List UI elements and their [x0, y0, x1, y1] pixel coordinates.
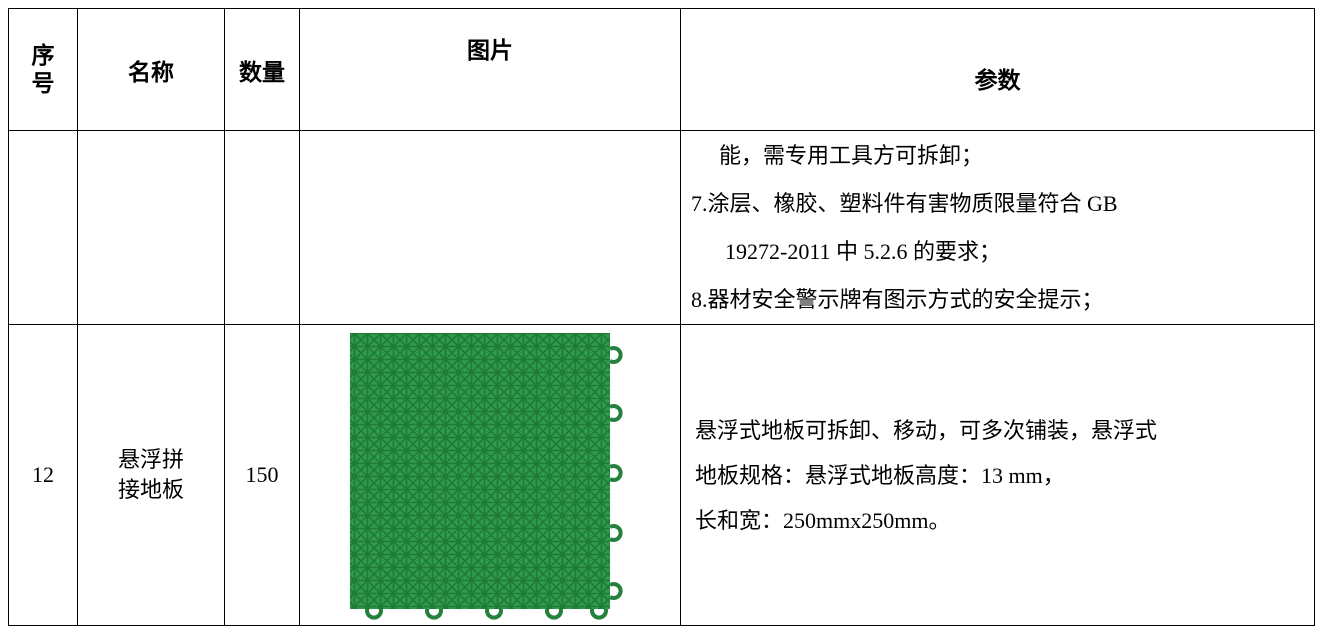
header-text: 参数 — [974, 67, 1021, 94]
params-cell: 悬浮式地板可拆卸、移动，可多次铺装，悬浮式 地板规格：悬浮式地板高度：13 mm… — [680, 324, 1315, 626]
param-line: 7.涂层、橡胶、塑料件有害物质限量符合 GB — [691, 190, 1118, 216]
param-line: 能，需专用工具方可拆卸； — [719, 142, 984, 168]
spec-table: 序号 名称 数量 图片 参数 能，需专用工具方可拆卸； 7.涂层、橡胶、塑料件有… — [8, 8, 1315, 626]
header-row: 序号 名称 数量 图片 参数 — [8, 8, 1315, 131]
floor-tile-image — [350, 332, 623, 620]
param-line: 悬浮式地板可拆卸、移动，可多次铺装，悬浮式 — [695, 417, 1158, 443]
header-text: 数量 — [239, 59, 285, 86]
header-text: 序号 — [31, 42, 55, 97]
row-number: 12 — [32, 462, 54, 487]
param-line: 19272-2011 中 5.2.6 的要求； — [725, 238, 1002, 264]
image-cell — [299, 324, 681, 626]
quantity: 150 — [245, 462, 279, 487]
cell — [77, 130, 225, 325]
item-name: 悬浮拼接地板 — [117, 447, 184, 502]
header-cell: 序号 — [8, 8, 78, 131]
cell — [224, 130, 300, 325]
header-text: 图片 — [467, 38, 513, 64]
cell: 12 — [8, 324, 78, 626]
row: 能，需专用工具方可拆卸； 7.涂层、橡胶、塑料件有害物质限量符合 GB 1927… — [8, 130, 1315, 325]
header-cell: 数量 — [224, 8, 300, 131]
param-line: 长和宽：250mmx250mm。 — [695, 507, 951, 533]
cell — [8, 130, 78, 325]
cell — [299, 130, 681, 325]
param-line: 地板规格：悬浮式地板高度：13 mm， — [695, 462, 1065, 488]
cell: 150 — [224, 324, 300, 626]
row: 12 悬浮拼接地板 150 悬浮式地板可拆卸、移动，可多次铺装，悬浮式 地板规格… — [8, 324, 1315, 626]
header-cell: 名称 — [77, 8, 225, 131]
header-text: 名称 — [128, 59, 174, 86]
header-cell: 参数 — [680, 8, 1315, 131]
cell: 悬浮拼接地板 — [77, 324, 225, 626]
header-cell: 图片 — [299, 8, 681, 131]
params-cell: 能，需专用工具方可拆卸； 7.涂层、橡胶、塑料件有害物质限量符合 GB 1927… — [680, 130, 1315, 325]
param-line: 8.器材安全警示牌有图示方式的安全提示； — [691, 286, 1104, 312]
